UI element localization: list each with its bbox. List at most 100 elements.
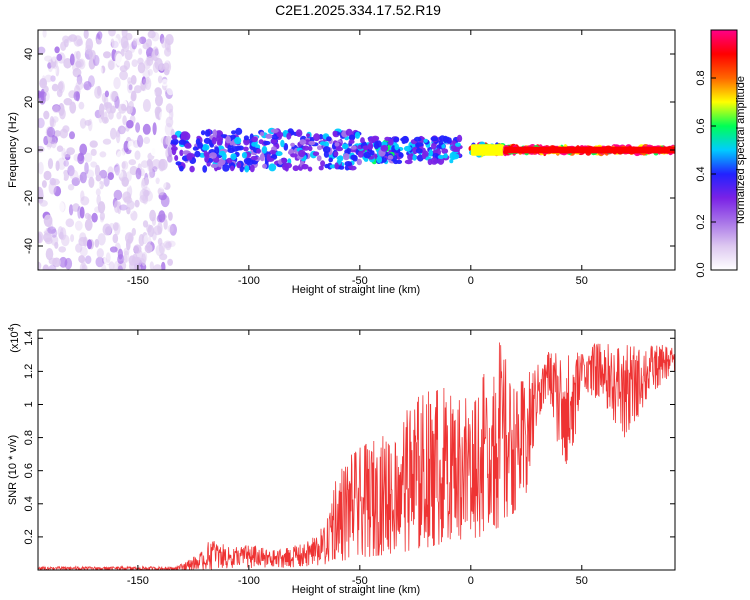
spectrogram-cell: [51, 178, 60, 186]
spectrogram-cell: [66, 147, 75, 156]
spectrogram-cell: [428, 149, 433, 157]
x-tick-label: 50: [576, 575, 588, 587]
spectrogram-cell: [135, 37, 142, 46]
spectrogram-cell: [63, 98, 73, 106]
colorbar-gradient: [711, 30, 737, 270]
spectrogram-cell: [455, 142, 461, 147]
spectrogram-cell: [301, 163, 309, 170]
spectrogram-cell: [120, 103, 127, 111]
spectrogram-cell: [58, 246, 67, 253]
spectrogram-cell: [427, 158, 433, 166]
spectrogram-cell: [337, 155, 344, 162]
spectrogram-cell: [79, 118, 87, 129]
spectrogram-cell: [117, 265, 123, 270]
spectrogram-cell: [78, 101, 85, 110]
spectrogram-band: [504, 146, 675, 154]
spectrogram-cell: [159, 110, 168, 121]
spectrogram-cell: [74, 220, 83, 231]
spectrogram-cell: [452, 147, 461, 152]
spectrogram-cell: [84, 162, 89, 175]
spectrogram-cell: [243, 146, 249, 152]
spectrogram-cell: [292, 165, 299, 172]
spectrogram-cell: [137, 62, 146, 74]
spectrogram-cell: [243, 157, 251, 165]
y-tick-label: -20: [23, 190, 35, 206]
spectrogram-cell: [79, 171, 87, 184]
spectrogram-cell: [202, 165, 208, 173]
spectrogram-cell: [99, 169, 108, 179]
spectrogram-cell: [159, 33, 165, 44]
spectrogram-cell: [84, 152, 93, 163]
colorbar-tick-label: 0.6: [695, 118, 707, 133]
chart-title: C2E1.2025.334.17.52.R19: [275, 2, 441, 18]
spectrogram-cell: [456, 134, 463, 143]
spectrogram-cell: [103, 176, 110, 187]
spectrogram-cell: [387, 155, 394, 160]
spectrogram-cell: [67, 184, 75, 191]
spectrogram-cell: [211, 136, 217, 145]
spectrogram-cell: [152, 122, 157, 136]
spectrogram-cell: [363, 157, 369, 162]
spectrogram-cell: [114, 166, 122, 175]
spectrogram-cell: [430, 136, 439, 142]
spectrogram-cell: [51, 83, 59, 92]
spectrogram-cell: [96, 38, 102, 45]
spectrogram-cell: [439, 135, 446, 142]
spectrogram-cell: [259, 131, 265, 137]
spectrogram-cell: [159, 253, 168, 261]
spectrogram-cell: [144, 77, 152, 90]
spectrogram-cell: [79, 262, 87, 270]
spectrogram-cell: [437, 154, 445, 160]
snr-scale-base: (x10: [9, 331, 21, 352]
spectrogram-cell: [158, 179, 167, 190]
spectrogram-cell: [52, 105, 61, 114]
spectrogram-cell: [117, 254, 125, 265]
spectrogram-cell: [162, 227, 169, 237]
spectrogram-cell: [209, 143, 214, 148]
spectrogram-cell: [210, 163, 218, 168]
spectrogram-cell: [43, 110, 50, 120]
snr-series: [38, 342, 675, 570]
spectrogram-cell: [65, 218, 75, 228]
spectrogram-cell: [121, 30, 128, 39]
spectrogram-cell: [391, 145, 396, 153]
spectrogram-cell: [95, 188, 101, 196]
spectrogram-cell: [90, 161, 98, 168]
spectrogram-cell: [157, 118, 165, 129]
spectrogram-cell: [133, 244, 142, 254]
spectrogram-cell: [96, 65, 103, 76]
spectrogram-cell: [122, 115, 127, 126]
spectrogram-cell: [87, 118, 93, 132]
spectrogram-cell: [251, 141, 258, 147]
spectrogram-axes: -150 -100 -50 0 50 -40 -20 0 20 40: [23, 30, 675, 287]
spectrogram-cell: [112, 222, 119, 231]
spectrogram-cell: [298, 149, 306, 158]
spectrogram-cell: [165, 241, 172, 251]
spectrogram-cell: [170, 138, 179, 145]
snr-scale-label: (x104): [7, 323, 21, 353]
spectrogram-cell: [243, 135, 249, 141]
spectrogram-cell: [109, 105, 116, 114]
spectrogram-cell: [55, 65, 60, 77]
spectrogram-cell: [415, 148, 423, 154]
spectrogram-cell: [317, 145, 323, 151]
spectrogram-cell: [258, 139, 264, 145]
x-tick-label: -150: [127, 575, 149, 587]
spectrogram-cell: [104, 90, 109, 98]
spectrogram-cell: [72, 203, 80, 212]
spectrogram-cell: [77, 206, 82, 219]
spectrogram-cell: [259, 153, 265, 162]
x-tick-label: -50: [352, 575, 368, 587]
spectrogram-cell: [38, 108, 43, 116]
spectrogram-cell: [441, 148, 449, 154]
spectrogram-cell: [52, 257, 61, 268]
spectrogram-cell: [441, 143, 446, 149]
spectrogram-cell: [67, 165, 75, 177]
spectrogram-cell: [201, 144, 210, 151]
spectrogram-cell: [115, 130, 121, 144]
snr-frame: [37, 329, 676, 571]
spectrogram-cell: [75, 243, 83, 253]
spectrogram-cell: [110, 38, 115, 48]
spectrogram-cell: [69, 169, 79, 180]
